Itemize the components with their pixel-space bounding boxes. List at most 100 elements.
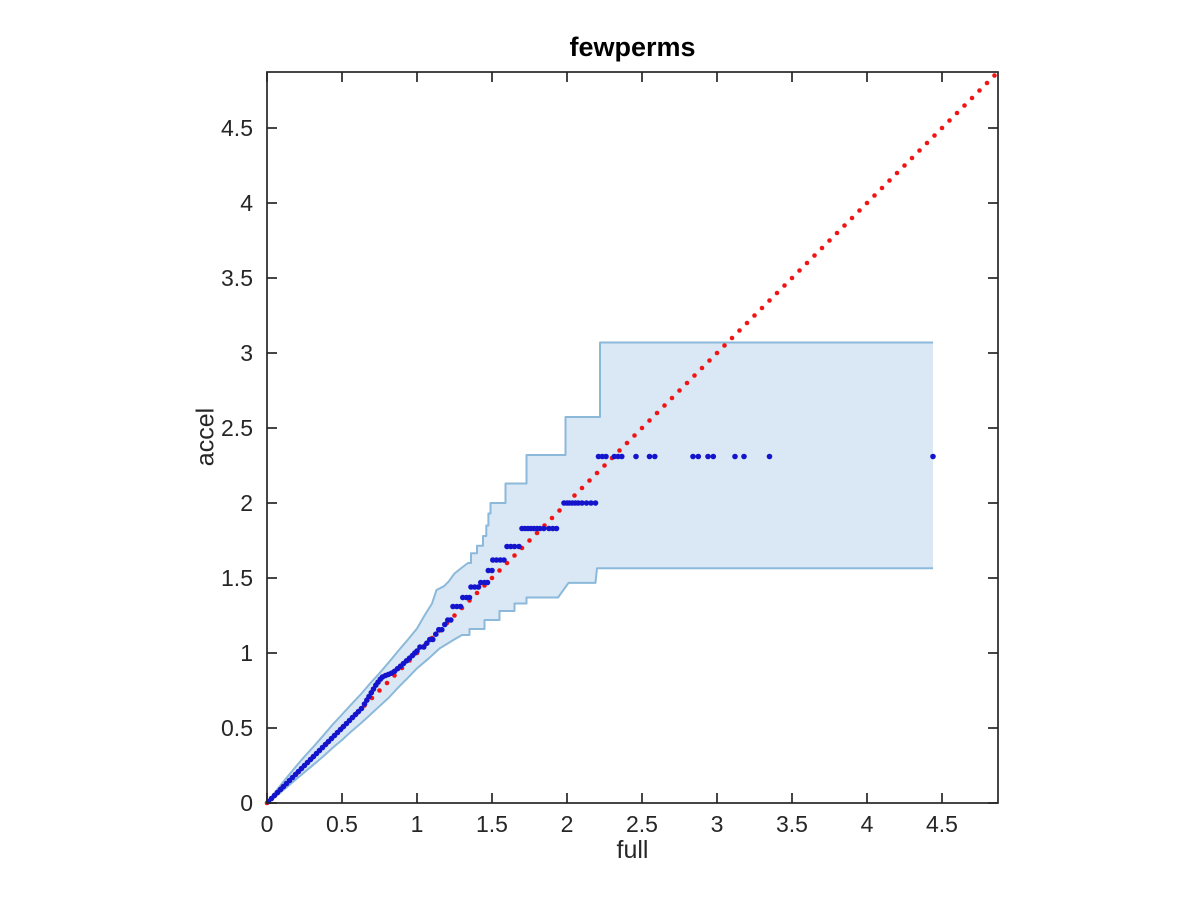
data-point <box>579 500 585 506</box>
data-point <box>646 453 653 460</box>
data-point <box>553 525 560 532</box>
data-point <box>489 567 495 574</box>
data-point <box>603 453 609 460</box>
data-point <box>705 453 711 460</box>
reference-dot <box>579 485 585 491</box>
data-point <box>633 453 639 460</box>
reference-dot <box>939 125 945 131</box>
reference-dot <box>789 275 795 281</box>
axes-box <box>266 71 999 804</box>
reference-dot <box>857 208 862 213</box>
data-point <box>430 636 436 643</box>
reference-dot <box>384 680 390 686</box>
reference-dot <box>557 508 562 513</box>
x-tick-label: 4 <box>861 811 874 837</box>
data-point <box>652 453 658 460</box>
data-point <box>421 644 427 650</box>
data-point <box>511 543 518 550</box>
data-point <box>732 453 738 460</box>
confidence-band-fill <box>267 342 933 803</box>
scatter-points <box>265 453 936 805</box>
y-tick-label: 0 <box>240 790 253 816</box>
x-tick-label: 4.5 <box>926 811 958 837</box>
data-point <box>501 557 507 563</box>
reference-dot <box>639 425 645 431</box>
y-tick-labels: 0 0.5 1 1.5 2 2.5 3 3.5 4 4.5 <box>221 115 253 816</box>
data-point <box>690 453 696 460</box>
data-point <box>741 453 747 460</box>
reference-dot <box>894 170 900 176</box>
x-tick-label: 2.5 <box>626 811 658 837</box>
data-point <box>466 594 473 601</box>
y-tick-label: 4 <box>240 190 253 216</box>
reference-dot <box>602 463 607 468</box>
reference-dot <box>707 358 712 363</box>
y-tick-label: 1.5 <box>221 565 253 591</box>
reference-dot <box>782 283 787 288</box>
reference-dot <box>849 215 855 221</box>
data-point <box>583 500 590 506</box>
axis-ticks <box>266 72 998 804</box>
y-tick-label: 2.5 <box>221 415 253 441</box>
reference-dot <box>669 395 675 401</box>
data-point <box>457 603 464 610</box>
x-tick-label: 0 <box>261 811 274 837</box>
reference-dot <box>962 103 967 108</box>
data-point <box>484 579 491 586</box>
reference-dot <box>722 343 727 348</box>
data-point <box>448 617 454 623</box>
reference-dot <box>729 335 735 341</box>
reference-dot <box>902 163 907 168</box>
data-point <box>592 500 599 506</box>
reference-dot <box>864 200 870 206</box>
x-tick-label: 1.5 <box>476 811 508 837</box>
x-tick-label: 2 <box>561 811 574 837</box>
data-point <box>541 525 547 532</box>
reference-dot <box>947 118 952 123</box>
x-tick-label: 3.5 <box>776 811 808 837</box>
reference-dot <box>594 470 600 476</box>
data-point <box>766 453 773 460</box>
data-point <box>433 631 439 637</box>
x-tick-label: 3 <box>711 811 724 837</box>
reference-dot <box>887 178 892 183</box>
reference-dot <box>767 298 772 303</box>
reference-dot <box>969 95 975 101</box>
reference-dot <box>377 688 382 693</box>
reference-dot <box>699 365 705 371</box>
reference-dot <box>909 155 915 161</box>
reference-dot <box>827 238 832 243</box>
reference-dot <box>684 380 690 386</box>
reference-dot <box>819 245 825 251</box>
reference-dot <box>692 373 697 378</box>
reference-dot <box>924 140 930 146</box>
y-tick-label: 3 <box>240 340 253 366</box>
data-point <box>695 453 702 460</box>
data-point <box>439 626 445 633</box>
data-point <box>442 621 448 628</box>
confidence-band-upper-edge <box>266 341 933 804</box>
reference-dot <box>662 403 667 408</box>
reference-dot <box>872 193 877 198</box>
reference-dot <box>714 350 720 356</box>
reference-dot <box>654 410 660 416</box>
reference-dot <box>452 613 457 618</box>
reference-dot <box>647 418 652 423</box>
y-tick-label: 1 <box>240 640 253 666</box>
reference-dot <box>834 230 840 236</box>
reference-dot <box>797 268 802 273</box>
reference-dot <box>677 388 682 393</box>
data-point <box>475 584 482 590</box>
reference-dot <box>774 290 780 296</box>
reference-dot <box>752 313 757 318</box>
x-tick-label: 0.5 <box>326 811 358 837</box>
y-tick-label: 0.5 <box>221 715 253 741</box>
reference-dot <box>977 88 982 93</box>
data-point <box>424 640 430 646</box>
data-point <box>710 453 717 460</box>
data-point <box>516 543 522 550</box>
reference-dot <box>572 493 577 498</box>
data-point <box>414 648 420 654</box>
